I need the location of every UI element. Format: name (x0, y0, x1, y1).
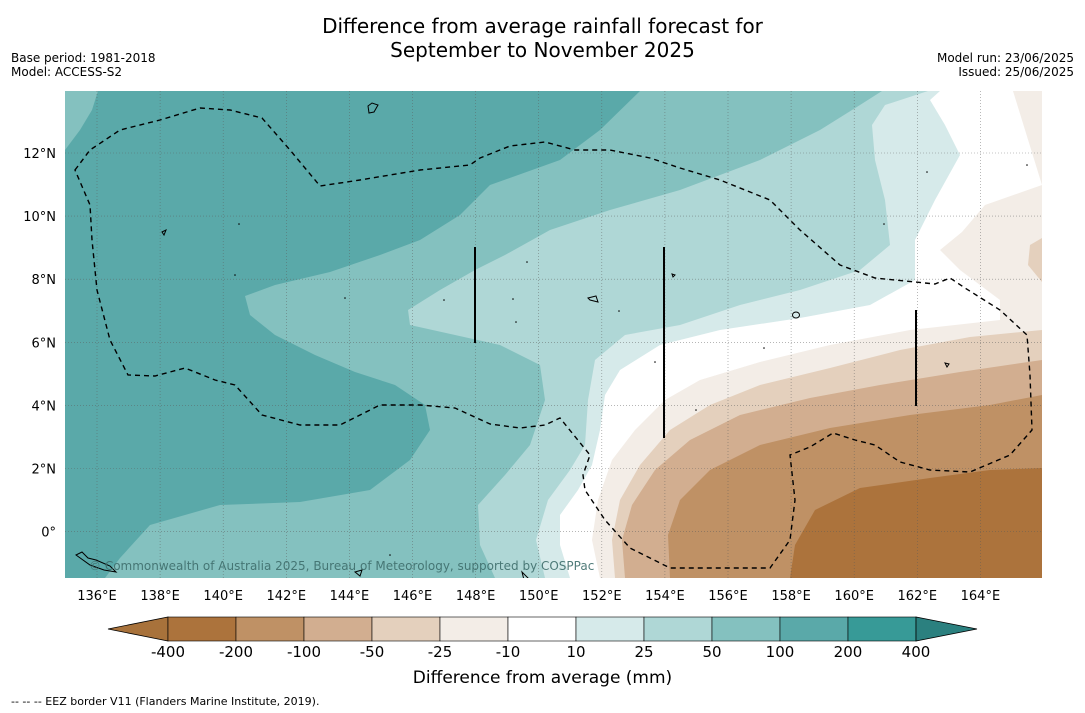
colorbar-segment (235, 616, 305, 642)
x-tick-label: 136°E (77, 589, 117, 604)
island-dot-15 (389, 554, 391, 556)
island-dot-10 (883, 223, 885, 225)
island-7 (75, 551, 118, 573)
x-tick-label: 158°E (771, 589, 811, 604)
colorbar-segment (371, 616, 441, 642)
island-3 (587, 295, 599, 303)
island-1 (367, 102, 379, 114)
island-9 (353, 569, 363, 577)
y-axis-ticks: 12°N 10°N 8°N 6°N 4°N 2°N 0° (23, 147, 56, 541)
x-axis-ticks: 136°E 138°E 140°E 142°E 144°E 146°E 148°E 150°E… (77, 589, 1000, 604)
y-tick-label: 12°N (23, 147, 56, 162)
island-dot-11 (926, 171, 928, 173)
island-6 (671, 273, 676, 278)
island-8 (521, 570, 529, 578)
island-2 (161, 228, 167, 237)
eez-footer: -- -- -- EEZ border V11 (Flanders Marine… (11, 695, 320, 708)
colorbar-label: 400 (901, 643, 931, 661)
issued-text: Issued: 25/06/2025 (958, 65, 1074, 79)
island-5 (944, 362, 950, 368)
island-dot-8 (654, 361, 656, 363)
colorbar-label: 100 (765, 643, 795, 661)
island-dot-14 (618, 310, 620, 312)
contour-neg10-right (1013, 91, 1042, 110)
eez-border-palau-fsm (74, 107, 1033, 569)
colorbar (107, 616, 978, 642)
colorbar-segment (643, 616, 713, 642)
map-title: Difference from average rainfall forecas… (0, 14, 1085, 62)
model-text: Model: ACCESS-S2 (11, 65, 123, 79)
colorbar-segment (847, 616, 917, 642)
colorbar-label: -10 (495, 643, 521, 661)
y-tick-label: 0° (41, 526, 56, 541)
colorbar-label: -100 (286, 643, 322, 661)
y-tick-label: 6°N (32, 336, 57, 351)
colorbar-title: Difference from average (mm) (412, 668, 673, 688)
colorbar-segment (167, 616, 237, 642)
island-dot-12 (1026, 164, 1028, 166)
x-tick-label: 148°E (456, 589, 496, 604)
copyright-text: © Commonwealth of Australia 2025, Bureau… (89, 559, 594, 573)
marker-lines (474, 247, 917, 438)
x-tick-label: 142°E (267, 589, 307, 604)
island-dots (234, 164, 1028, 556)
island-dot-6 (526, 261, 528, 263)
colorbar-labels: -400 -200 -100 -50 -25 -10 10 25 50 100 200 400 (0, 643, 1085, 663)
colorbar-segment (303, 616, 373, 642)
y-tick-label: 8°N (32, 273, 57, 288)
island-4 (792, 311, 800, 319)
colorbar-segment (711, 616, 781, 642)
island-dot-4 (443, 299, 445, 301)
colorbar-segment (439, 616, 509, 642)
eez-borders (74, 107, 1033, 569)
island-dot-2 (234, 274, 236, 276)
colorbar-segment (575, 616, 645, 642)
x-tick-label: 150°E (519, 589, 559, 604)
colorbar-label: 50 (702, 643, 722, 661)
island-dot-1 (238, 223, 240, 225)
x-tick-label: 152°E (582, 589, 622, 604)
x-tick-label: 140°E (203, 589, 243, 604)
x-tick-label: 146°E (393, 589, 433, 604)
y-tick-label: 4°N (32, 399, 57, 414)
island-dot-9 (695, 409, 697, 411)
island-dot-7 (515, 321, 517, 323)
colorbar-label: 200 (833, 643, 863, 661)
islands (75, 102, 950, 578)
colorbar-label: -200 (218, 643, 254, 661)
meta-left: Base period: 1981-2018 Model: ACCESS-S2 (11, 51, 156, 79)
colorbar-label: -25 (427, 643, 453, 661)
island-dot-3 (344, 297, 346, 299)
colorbar-segment (779, 616, 849, 642)
y-tick-label: 2°N (32, 463, 57, 478)
meta-right: Model run: 23/06/2025 Issued: 25/06/2025 (937, 51, 1074, 79)
contour-neg25-east (1028, 238, 1042, 282)
contour-neg200 (790, 468, 1042, 578)
x-tick-label: 160°E (834, 589, 874, 604)
x-tick-label: 144°E (330, 589, 370, 604)
x-tick-label: 154°E (645, 589, 685, 604)
y-tick-label: 10°N (23, 210, 56, 225)
base-period-text: Base period: 1981-2018 (11, 51, 156, 65)
x-tick-label: 164°E (961, 589, 1001, 604)
map-grid (65, 91, 1042, 578)
island-dot-13 (763, 347, 765, 349)
colorbar-label: 25 (634, 643, 654, 661)
contour-100-topleft (65, 91, 98, 150)
x-tick-label: 162°E (898, 589, 938, 604)
colorbar-extend-right (915, 616, 978, 642)
colorbar-label: 10 (566, 643, 586, 661)
title-line-2: September to November 2025 (390, 38, 695, 62)
title-line-1: Difference from average rainfall forecas… (322, 14, 763, 38)
x-tick-label: 138°E (140, 589, 180, 604)
colorbar-label: -400 (150, 643, 186, 661)
island-dot-5 (512, 298, 514, 300)
colorbar-label: -50 (359, 643, 385, 661)
colorbar-extend-left (107, 616, 169, 642)
x-tick-label: 156°E (708, 589, 748, 604)
model-run-text: Model run: 23/06/2025 (936, 51, 1074, 65)
colorbar-segment (507, 616, 577, 642)
map-contours: © Commonwealth of Australia 2025, Bureau… (65, 91, 1042, 578)
